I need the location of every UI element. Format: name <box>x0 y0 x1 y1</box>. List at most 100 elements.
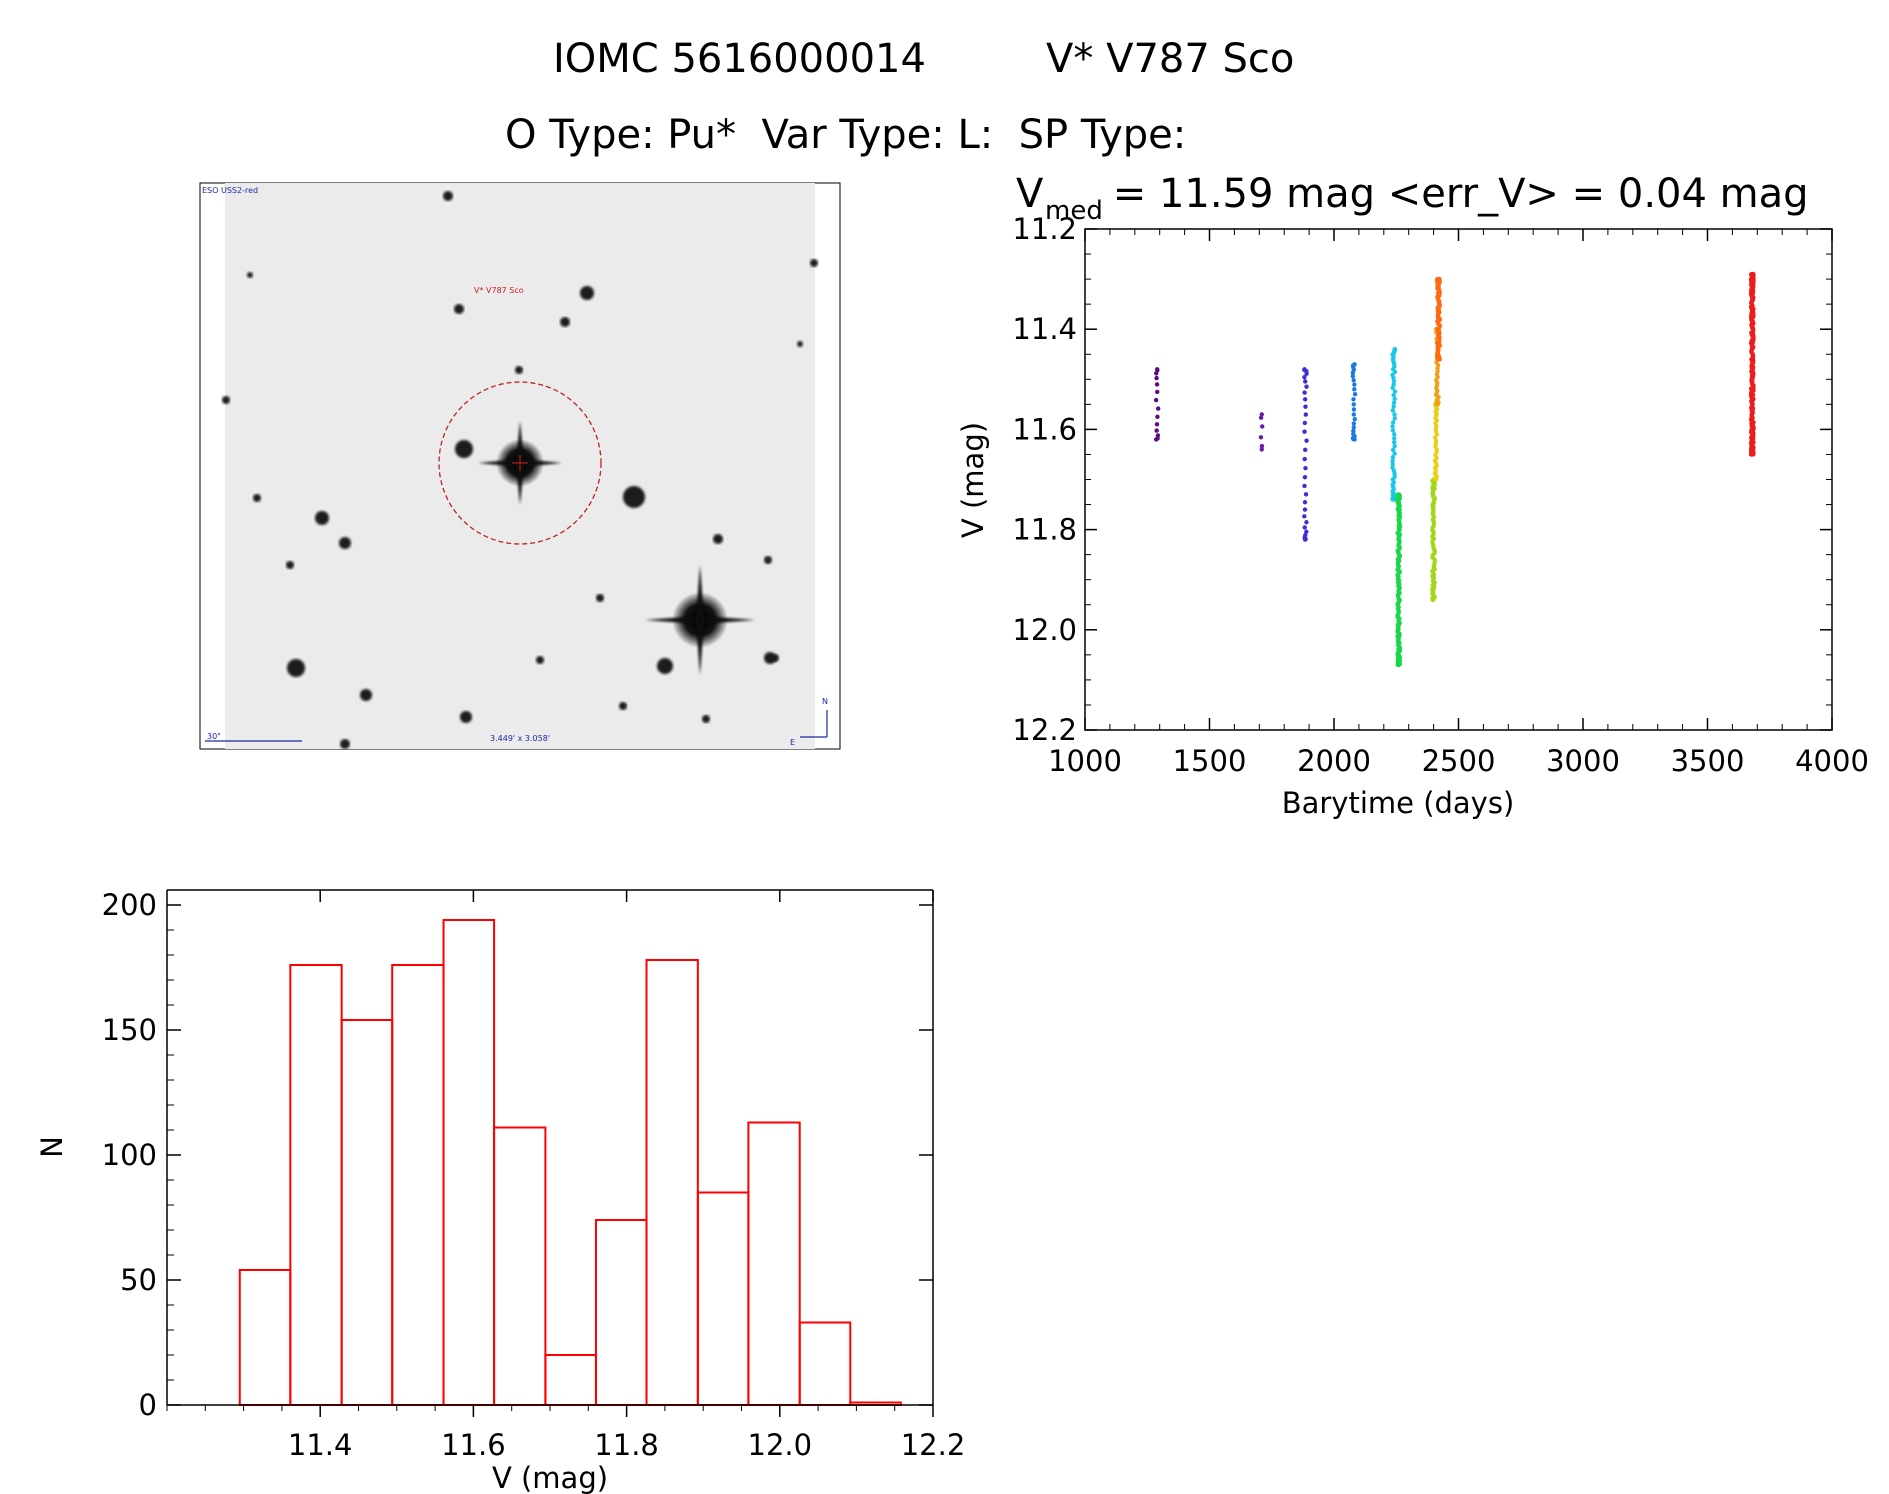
field-star <box>596 594 604 602</box>
header-name: V* V787 Sco <box>1046 36 1294 82</box>
field-star <box>340 739 350 749</box>
hist-bar <box>289 964 343 1406</box>
field-star <box>560 317 570 327</box>
lc-point <box>1351 377 1356 383</box>
hist-axis-ticks: 11.4 11.6 11.8 12.0 12.2 0 50 100 150 200 <box>102 888 966 1462</box>
lc-xtick-label: 1000 <box>1048 744 1122 778</box>
lc-axis-ticks: 1000 1500 2000 2500 3000 3500 4000 11.2 11.4 11.6… <box>1012 212 1868 778</box>
lc-point <box>1390 424 1395 429</box>
header-types: O Type: Pu* Var Type: L: SP Type: <box>505 112 1186 158</box>
lc-xtick-label: 1500 <box>1173 744 1247 778</box>
lc-point <box>1350 370 1356 375</box>
lc-title-sub: med <box>1045 196 1103 226</box>
lc-point <box>1434 477 1439 482</box>
lc-plot-frame <box>1084 228 1833 731</box>
field-size-label: 3.449' x 3.058' <box>490 734 550 743</box>
lc-point <box>1351 425 1356 430</box>
lc-xtick-label: 2500 <box>1422 744 1496 778</box>
lc-point <box>1352 437 1357 442</box>
lc-xlabel: Barytime (days) <box>1282 786 1515 820</box>
lc-point <box>1437 357 1442 362</box>
hist-xtick-label: 11.8 <box>594 1428 659 1462</box>
scale-label: 30" <box>207 732 221 741</box>
field-star <box>443 191 453 201</box>
hist-ytick-label: 200 <box>102 888 157 922</box>
hist-bar <box>493 1126 547 1406</box>
hist-xtick-label: 12.2 <box>901 1428 966 1462</box>
lc-point <box>1390 458 1395 464</box>
lc-point <box>1351 412 1356 417</box>
lc-point <box>1303 404 1308 409</box>
lc-point <box>1391 404 1396 409</box>
lc-point <box>1303 379 1308 384</box>
lc-point <box>1302 507 1308 512</box>
field-star <box>623 486 645 508</box>
lc-ytick-label: 11.8 <box>1012 513 1077 547</box>
lc-ylabel: V (mag) <box>956 422 990 538</box>
lc-point <box>1748 452 1754 457</box>
lc-point <box>1302 420 1308 426</box>
lc-point <box>1390 428 1396 433</box>
field-star <box>797 341 803 347</box>
hist-bar <box>238 1269 292 1406</box>
hist-bar <box>544 1354 597 1406</box>
lc-point <box>1396 662 1401 668</box>
lc-point <box>1392 369 1398 375</box>
lc-xtick-label: 3000 <box>1546 744 1620 778</box>
lc-point <box>1302 429 1307 434</box>
lc-point <box>1259 412 1264 417</box>
lc-point <box>1390 408 1396 413</box>
lc-point <box>1153 437 1159 442</box>
hist-bar <box>391 964 445 1406</box>
field-star <box>339 537 351 549</box>
hist-bar <box>442 919 496 1406</box>
lc-point <box>1392 416 1397 421</box>
hist-bar <box>645 959 699 1406</box>
lc-point <box>1392 436 1397 441</box>
lc-ytick-label: 11.6 <box>1012 412 1077 446</box>
lc-point <box>1303 492 1309 497</box>
lc-point <box>1391 392 1396 398</box>
field-star <box>810 259 818 267</box>
lc-point <box>1390 497 1395 502</box>
lc-point <box>1352 416 1357 422</box>
field-star <box>253 494 261 502</box>
lc-point <box>1302 390 1307 395</box>
hist-bar <box>747 1121 801 1406</box>
header-id: IOMC 5616000014 <box>553 36 926 82</box>
bright-star-spike-v <box>696 565 704 675</box>
lc-point <box>1391 400 1397 405</box>
field-star <box>222 396 230 404</box>
field-star <box>460 711 472 723</box>
lc-point <box>1155 406 1161 411</box>
lc-point <box>1154 382 1160 387</box>
lc-point <box>1154 422 1160 427</box>
field-star <box>702 715 710 723</box>
lc-point <box>1392 451 1397 456</box>
target-circle <box>438 381 602 545</box>
light-curve-chart: V med = 11.59 mag <err_V> = 0.04 mag 100… <box>956 171 1869 820</box>
hist-ytick-label: 100 <box>102 1138 157 1172</box>
hist-bar <box>696 1191 750 1406</box>
lc-point <box>1258 435 1264 440</box>
lc-point <box>1351 421 1356 426</box>
lc-point <box>1392 412 1397 417</box>
field-star <box>315 511 329 525</box>
lc-point <box>1302 537 1308 542</box>
lc-point <box>1390 462 1395 467</box>
field-star <box>580 286 594 300</box>
lc-point <box>1302 514 1307 519</box>
survey-label: ESO USS2-red <box>202 186 258 195</box>
lc-point <box>1154 428 1159 433</box>
lc-data-points <box>1153 271 1756 668</box>
lc-point <box>1304 438 1309 443</box>
lc-point <box>1391 382 1396 387</box>
lc-point <box>1259 443 1265 449</box>
lc-point <box>1434 402 1440 407</box>
lc-point <box>1392 432 1397 437</box>
lc-point <box>1392 396 1397 402</box>
field-star <box>287 659 305 677</box>
lc-point <box>1352 392 1358 397</box>
lc-point <box>1304 384 1309 389</box>
lc-point <box>1304 371 1309 376</box>
